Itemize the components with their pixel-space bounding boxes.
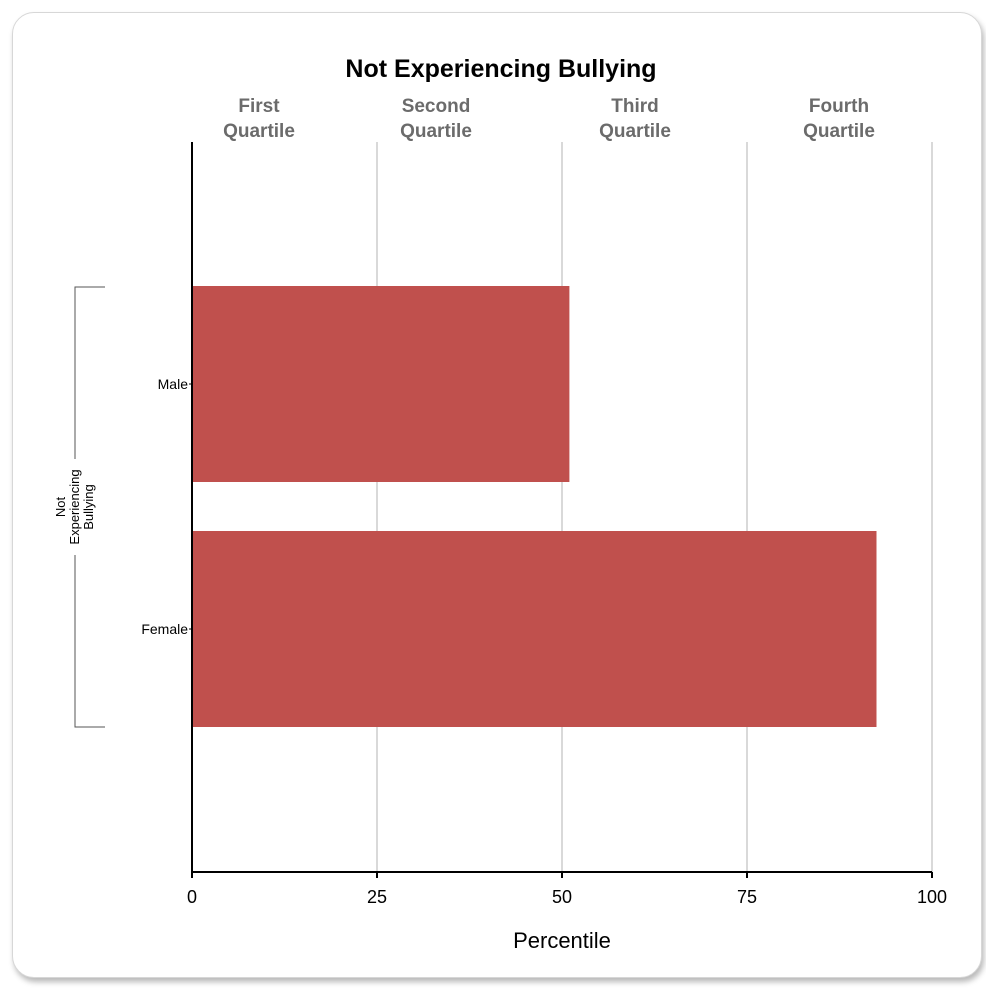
- quartile-label-3-line1: Third: [611, 96, 659, 117]
- quartile-label-2-line2: Quartile: [400, 121, 472, 142]
- axes: [45, 142, 933, 878]
- x-tick-label-0: 0: [187, 887, 197, 907]
- chart-title: Not Experiencing Bullying: [345, 55, 656, 83]
- bars: [192, 286, 877, 727]
- x-tick-label-50: 50: [552, 887, 572, 907]
- group-label-line-3: Bullying: [81, 484, 96, 530]
- bar-male: [192, 286, 570, 482]
- quartile-label-4-line1: Fourth: [809, 96, 869, 117]
- group-label-line-1: Not: [53, 496, 68, 517]
- group-label-line-2: Experiencing: [67, 469, 82, 544]
- quartile-label-1-line2: Quartile: [223, 121, 295, 142]
- grid-lines: [376, 142, 933, 872]
- quartile-label-1-line1: First: [238, 96, 280, 117]
- quartile-label-4-line2: Quartile: [803, 121, 875, 142]
- x-tick-label-100: 100: [917, 887, 947, 907]
- category-label-female: Female: [141, 621, 188, 637]
- labels: Male Female 0 25 50 75 100 First Quartile Second Q…: [53, 96, 947, 907]
- group-label-background: [45, 459, 105, 555]
- quartile-label-2-line1: Second: [402, 96, 471, 117]
- category-label-male: Male: [158, 376, 189, 392]
- x-tick-label-25: 25: [367, 887, 387, 907]
- x-tick-label-75: 75: [737, 887, 757, 907]
- bar-female: [192, 531, 877, 727]
- quartile-label-3-line2: Quartile: [599, 121, 671, 142]
- chart-card: [12, 12, 982, 978]
- group-label: NotExperiencingBullying: [53, 469, 96, 544]
- x-axis-title: Percentile: [513, 928, 611, 953]
